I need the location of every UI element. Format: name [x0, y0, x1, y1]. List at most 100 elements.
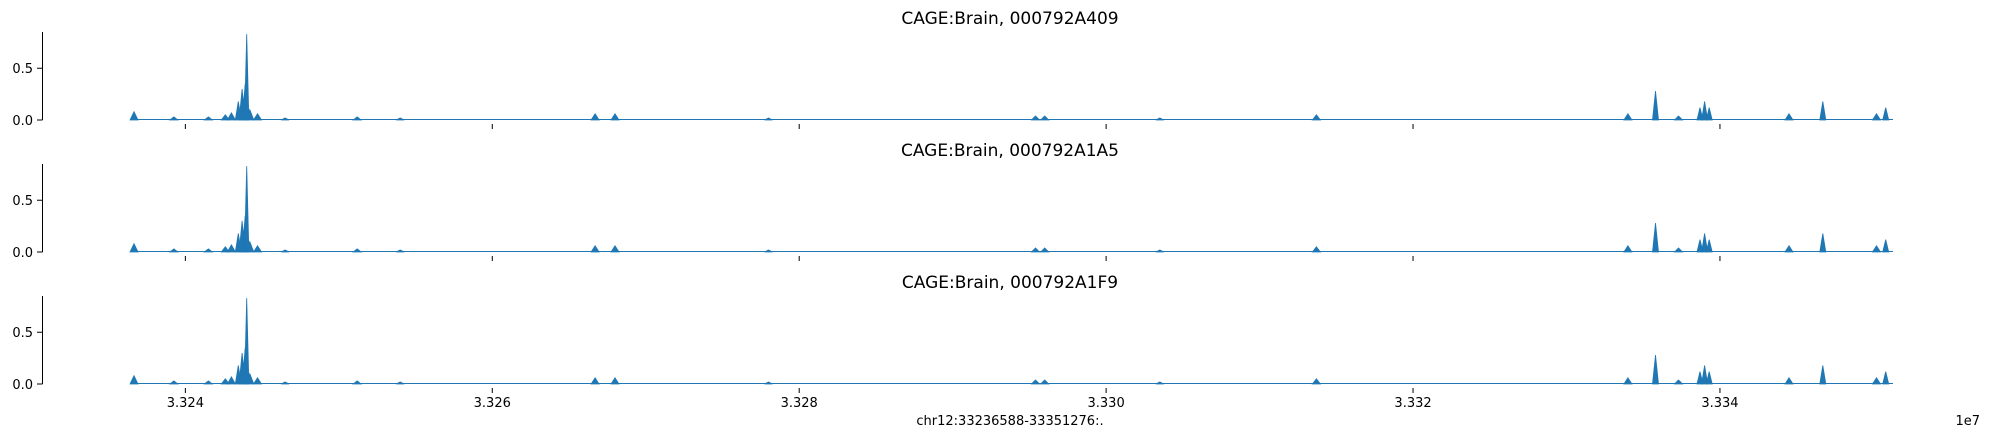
signal-peak-27 [1705, 107, 1713, 121]
y-tick-label: 0.5 [12, 326, 33, 341]
signal-peak-5 [226, 375, 237, 385]
signal-peak-23 [1652, 222, 1659, 253]
signal-peak-10 [245, 372, 255, 385]
signal-peak-25 [1696, 107, 1704, 121]
signal-peak-15 [590, 377, 600, 385]
signal-peak-12 [280, 249, 290, 253]
panel-2: CAGE:Brain, 000792A1A5 0.0 0.5 [12, 141, 1893, 261]
signal-peak-20 [1155, 381, 1164, 385]
signal-peak-30 [1871, 113, 1882, 121]
signal-peak-30 [1871, 377, 1882, 385]
signal-peak-10 [245, 108, 255, 121]
signal-peak-21 [1311, 246, 1322, 253]
signal-peak-14 [396, 249, 405, 253]
signal-peak-24 [1673, 247, 1684, 253]
signal-peak-12 [280, 381, 290, 385]
signal-peak-15 [590, 113, 600, 121]
signal-peak-23 [1652, 354, 1659, 385]
signal-peak-24 [1673, 115, 1684, 121]
y-tick-label: 0.5 [12, 194, 33, 209]
signal-peak-4 [220, 246, 231, 253]
panel-1-area [129, 34, 1893, 121]
signal-peak-22 [1623, 245, 1633, 253]
panel-3-area [129, 298, 1893, 385]
signal-peak-16 [610, 113, 620, 121]
signal-peak-25 [1696, 371, 1704, 385]
signal-peak-19 [1039, 115, 1050, 121]
signal-peak-13 [352, 380, 363, 385]
signal-peak-1 [129, 110, 139, 121]
panel-3: CAGE:Brain, 000792A1F9 0.0 0.5 3.324 3.326… [12, 273, 1893, 411]
signal-peak-24 [1673, 379, 1684, 385]
signal-peak-22 [1623, 113, 1633, 121]
signal-peak-27 [1705, 371, 1713, 385]
signal-peak-26 [1701, 365, 1709, 385]
panel-3-title: CAGE:Brain, 000792A1F9 [902, 273, 1118, 293]
signal-peak-3 [203, 116, 214, 121]
signal-peak-15 [590, 245, 600, 253]
panel-2-area [129, 166, 1893, 253]
signal-peak-3 [203, 248, 214, 253]
signal-peak-29 [1819, 365, 1827, 385]
signal-peak-31 [1882, 371, 1890, 385]
signal-peak-2 [168, 380, 180, 385]
signal-peak-20 [1155, 249, 1164, 253]
signal-peak-29 [1819, 101, 1827, 121]
y-tick-label: 0.0 [12, 114, 33, 129]
x-tick-label: 3.324 [167, 396, 204, 411]
signal-peak-13 [352, 248, 363, 253]
y-tick-label: 0.0 [12, 246, 33, 261]
signal-peak-17 [764, 117, 773, 121]
signal-peak-21 [1311, 114, 1322, 121]
signal-peak-19 [1039, 379, 1050, 385]
signal-peak-18 [1030, 379, 1041, 385]
panel-1-title: CAGE:Brain, 000792A409 [901, 9, 1118, 29]
signal-peak-29 [1819, 233, 1827, 253]
signal-peak-2 [168, 248, 180, 253]
panel-3-y-axis: 0.0 0.5 [12, 296, 43, 393]
x-tick-label: 3.326 [474, 396, 511, 411]
x-tick-label: 3.330 [1088, 396, 1125, 411]
signal-peak-20 [1155, 117, 1164, 121]
signal-peak-30 [1871, 245, 1882, 253]
signal-peak-16 [610, 377, 620, 385]
signal-peak-22 [1623, 377, 1633, 385]
panel-2-x-axis [184, 256, 1721, 261]
y-tick-label: 0.0 [12, 378, 33, 393]
signal-peak-1 [129, 242, 139, 253]
x-tick-label: 3.334 [1701, 396, 1738, 411]
panel-2-title: CAGE:Brain, 000792A1A5 [901, 141, 1119, 161]
signal-peak-28 [1784, 245, 1794, 253]
x-tick-label: 3.328 [781, 396, 818, 411]
signal-peak-23 [1652, 90, 1659, 121]
signal-peak-4 [220, 378, 231, 385]
x-tick-label: 3.332 [1394, 396, 1431, 411]
x-axis-label: chr12:33236588-33351276:. [916, 414, 1103, 429]
signal-peak-12 [280, 117, 290, 121]
signal-peak-11 [252, 245, 263, 253]
panel-1: CAGE:Brain, 000792A409 0.0 0.5 [12, 9, 1893, 129]
signal-peak-14 [396, 117, 405, 121]
signal-peak-17 [764, 249, 773, 253]
signal-peak-5 [226, 243, 237, 253]
signal-peak-3 [203, 380, 214, 385]
panel-1-x-axis [184, 124, 1721, 129]
signal-peak-31 [1882, 239, 1890, 253]
signal-peak-26 [1701, 101, 1709, 121]
signal-peak-31 [1882, 107, 1890, 121]
signal-peak-27 [1705, 239, 1713, 253]
signal-peak-28 [1784, 377, 1794, 385]
signal-peak-14 [396, 381, 405, 385]
signal-peak-18 [1030, 115, 1041, 121]
signal-peak-21 [1311, 378, 1322, 385]
signal-peak-2 [168, 116, 180, 121]
panel-3-x-axis: 3.324 3.326 3.328 3.330 3.332 3.334 [167, 388, 1739, 411]
panel-1-y-axis: 0.0 0.5 [12, 32, 43, 129]
signal-peak-16 [610, 245, 620, 253]
signal-peak-19 [1039, 247, 1050, 253]
x-axis-offset-text: 1e7 [1955, 414, 1980, 429]
signal-peak-5 [226, 111, 237, 121]
panel-2-y-axis: 0.0 0.5 [12, 164, 43, 261]
